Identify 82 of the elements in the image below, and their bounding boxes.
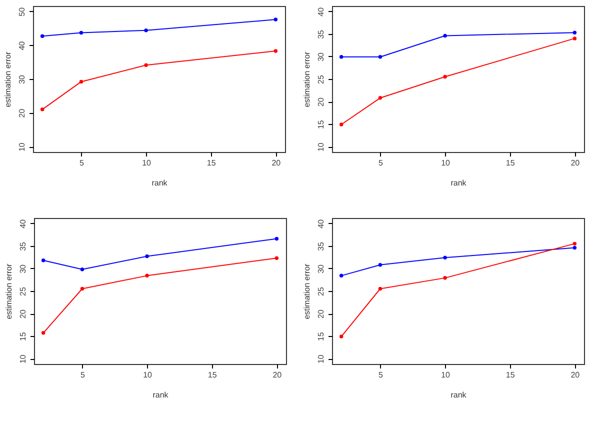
x-tick-label: 15 <box>208 370 218 380</box>
y-tick-label: 25 <box>316 286 326 296</box>
y-axis-title: estimation error <box>302 263 312 320</box>
x-axis-title: rank <box>152 178 168 188</box>
y-tick-label: 15 <box>316 120 326 130</box>
point <box>274 49 278 53</box>
point <box>443 74 447 79</box>
point <box>274 18 278 22</box>
point <box>572 30 577 34</box>
point <box>339 55 344 59</box>
y-tick-label: 10 <box>316 142 326 152</box>
point <box>80 286 84 291</box>
y-tick-label: 30 <box>316 264 326 274</box>
y-tick-label: 20 <box>316 97 326 106</box>
point <box>40 34 44 38</box>
y-axis-title: estimation error <box>4 263 14 320</box>
y-tick-label: 35 <box>316 241 326 251</box>
y-tick-label: 20 <box>18 108 26 118</box>
y-axis-title: estimation error <box>4 51 12 108</box>
point <box>145 274 149 278</box>
x-tick-label: 5 <box>378 370 384 380</box>
x-tick-label: 10 <box>441 158 451 168</box>
x-axis-title: rank <box>450 390 468 400</box>
point <box>274 236 279 241</box>
point <box>572 246 577 250</box>
y-tick-label: 10 <box>18 354 28 364</box>
x-tick-label: 15 <box>206 158 216 168</box>
x-tick-label: 10 <box>142 158 152 168</box>
point <box>79 80 84 84</box>
y-axis-title: estimation error <box>302 51 312 108</box>
point <box>40 108 44 112</box>
y-tick-label: 30 <box>18 264 28 274</box>
y-tick-label: 20 <box>316 309 326 318</box>
x-tick-label: 5 <box>378 158 384 168</box>
y-tick-label: 15 <box>18 332 28 342</box>
x-tick-label: 20 <box>272 158 282 168</box>
x-tick-label: 20 <box>570 158 580 168</box>
y-tick-label: 40 <box>18 40 26 50</box>
point <box>443 256 447 260</box>
y-tick-label: 30 <box>316 52 326 62</box>
y-tick-label: 25 <box>316 74 326 84</box>
point <box>378 96 382 100</box>
y-tick-label: 40 <box>316 218 326 228</box>
point <box>378 55 382 59</box>
point <box>144 63 148 68</box>
x-axis-title: rank <box>450 178 468 188</box>
x-tick-label: 20 <box>570 370 580 380</box>
y-tick-label: 25 <box>18 286 28 296</box>
point <box>378 286 382 291</box>
point <box>339 274 344 278</box>
x-tick-label: 15 <box>506 158 516 168</box>
y-tick-label: 35 <box>316 29 326 39</box>
y-tick-label: 40 <box>316 6 326 16</box>
x-tick-label: 5 <box>80 370 86 380</box>
x-tick-label: 10 <box>143 370 153 380</box>
y-tick-label: 30 <box>18 74 26 84</box>
point <box>41 258 46 262</box>
point <box>378 262 382 267</box>
y-tick-label: 20 <box>18 309 28 318</box>
y-tick-label: 40 <box>18 218 28 228</box>
point <box>572 36 577 40</box>
point <box>80 268 84 272</box>
point <box>572 242 577 246</box>
point <box>443 34 447 38</box>
point <box>79 30 84 35</box>
y-tick-label: 10 <box>316 354 326 364</box>
x-tick-label: 5 <box>79 158 84 168</box>
point <box>41 331 46 335</box>
point <box>339 122 344 126</box>
point <box>145 254 149 258</box>
y-tick-label: 10 <box>18 142 26 152</box>
y-tick-label: 50 <box>18 6 26 16</box>
point <box>443 276 447 280</box>
x-tick-label: 20 <box>272 370 282 380</box>
x-tick-label: 15 <box>506 370 516 380</box>
point <box>144 28 148 32</box>
x-axis-title: rank <box>152 390 170 400</box>
y-tick-label: 15 <box>316 332 326 342</box>
point <box>274 256 279 260</box>
point <box>339 334 344 338</box>
y-tick-label: 35 <box>18 241 28 251</box>
x-tick-label: 10 <box>441 370 451 380</box>
